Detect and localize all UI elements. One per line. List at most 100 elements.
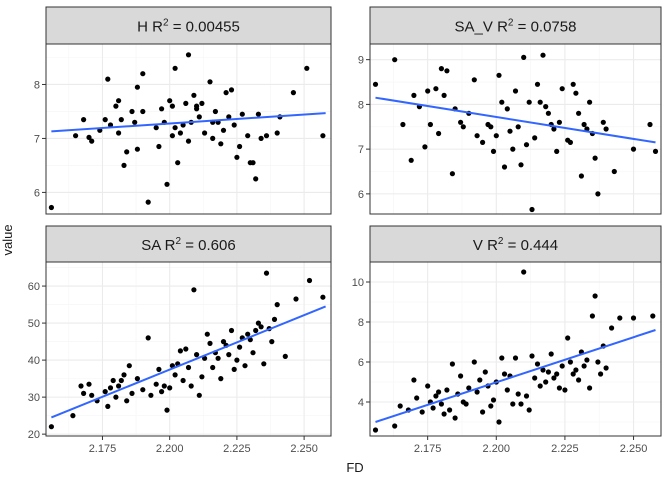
- y-tick-label: 6: [358, 357, 364, 369]
- y-tick-label: 9: [358, 55, 364, 67]
- data-point: [161, 383, 167, 389]
- data-point: [202, 130, 208, 136]
- data-point: [444, 68, 450, 74]
- data-point: [578, 173, 585, 179]
- facet-panel-sa: 2.175 2.200 2.225 2.250 20 30 40 50 60 SA R2 = 0.…: [28, 225, 332, 455]
- data-point: [430, 405, 436, 411]
- data-point: [609, 325, 615, 331]
- x-tick-label: 2.250: [290, 443, 318, 455]
- data-point: [480, 409, 486, 415]
- data-point: [521, 54, 527, 61]
- data-point: [263, 133, 270, 139]
- data-point: [471, 77, 477, 83]
- data-point: [425, 88, 431, 94]
- data-point: [239, 111, 245, 117]
- data-point: [452, 415, 458, 421]
- data-point: [422, 144, 428, 150]
- data-point: [570, 371, 576, 377]
- data-point: [460, 124, 466, 130]
- data-point: [134, 146, 140, 152]
- data-point: [587, 385, 593, 391]
- data-point: [617, 315, 623, 321]
- x-tick-label: 2.250: [620, 443, 648, 455]
- data-point: [510, 146, 516, 152]
- data-point: [81, 117, 87, 123]
- data-point: [228, 87, 235, 93]
- data-point: [132, 119, 138, 125]
- data-point: [234, 357, 240, 363]
- data-point: [134, 84, 140, 90]
- data-point: [172, 125, 178, 131]
- data-point: [507, 128, 513, 134]
- data-point: [177, 130, 183, 136]
- data-point: [153, 381, 159, 387]
- data-point: [587, 99, 593, 105]
- regression-line: [375, 329, 656, 423]
- x-tick-label: 2.175: [89, 443, 117, 455]
- data-point: [652, 148, 659, 154]
- data-point: [611, 168, 617, 175]
- data-point: [320, 294, 326, 300]
- data-point: [102, 117, 108, 123]
- facet-strip-label: V R2 = 0.444: [473, 236, 558, 254]
- data-point: [196, 392, 202, 398]
- facet-panel-v: 2.175 2.200 2.225 2.250 4 6 8 10 V R2 = 0.444: [352, 225, 662, 455]
- facet-strip: [45, 6, 332, 45]
- data-point: [529, 353, 535, 359]
- data-point: [592, 155, 598, 161]
- data-point: [207, 79, 213, 85]
- facet-strip: [369, 225, 662, 263]
- data-point: [408, 157, 414, 163]
- data-point: [185, 52, 192, 58]
- data-point: [196, 114, 202, 120]
- regression-line: [375, 96, 656, 144]
- data-point: [488, 124, 494, 130]
- data-point: [534, 361, 541, 367]
- data-point: [145, 199, 151, 205]
- data-point: [526, 407, 532, 413]
- data-point: [226, 352, 232, 358]
- data-point: [372, 81, 379, 87]
- data-point: [501, 371, 508, 377]
- data-point: [105, 76, 111, 82]
- data-point: [164, 407, 170, 413]
- data-point: [172, 372, 178, 378]
- data-point: [630, 146, 637, 152]
- y-tick-label: 8: [34, 79, 40, 91]
- regression-line: [51, 112, 326, 133]
- data-point: [118, 117, 124, 123]
- data-point: [86, 134, 92, 140]
- data-point: [545, 369, 552, 375]
- data-point: [427, 121, 433, 128]
- data-point: [306, 277, 313, 284]
- data-point: [372, 427, 379, 433]
- data-point: [433, 393, 439, 399]
- data-point: [504, 106, 510, 112]
- data-point: [589, 313, 596, 319]
- data-point: [175, 160, 181, 166]
- data-point: [126, 363, 132, 369]
- data-point: [199, 374, 205, 380]
- data-point: [245, 331, 251, 337]
- data-point: [167, 385, 173, 391]
- data-point: [581, 121, 587, 128]
- data-point: [159, 389, 165, 395]
- y-tick-label: 6: [358, 189, 364, 201]
- data-point: [156, 143, 162, 150]
- data-point: [515, 391, 521, 397]
- data-point: [565, 335, 571, 341]
- data-point: [113, 103, 119, 109]
- data-point: [102, 389, 108, 395]
- data-point: [70, 413, 76, 419]
- data-point: [480, 139, 486, 145]
- data-point: [177, 348, 183, 354]
- y-tick-label: 7: [34, 133, 40, 145]
- data-point: [543, 379, 549, 385]
- data-point: [231, 122, 237, 128]
- x-tick-label: 2.200: [483, 443, 511, 455]
- y-tick-label: 10: [352, 277, 364, 289]
- data-point: [493, 133, 499, 139]
- data-point: [449, 361, 455, 367]
- data-point: [258, 135, 264, 141]
- data-point: [554, 371, 560, 377]
